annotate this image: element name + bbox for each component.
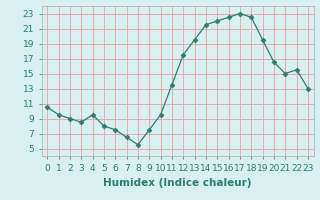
X-axis label: Humidex (Indice chaleur): Humidex (Indice chaleur) [103, 178, 252, 188]
